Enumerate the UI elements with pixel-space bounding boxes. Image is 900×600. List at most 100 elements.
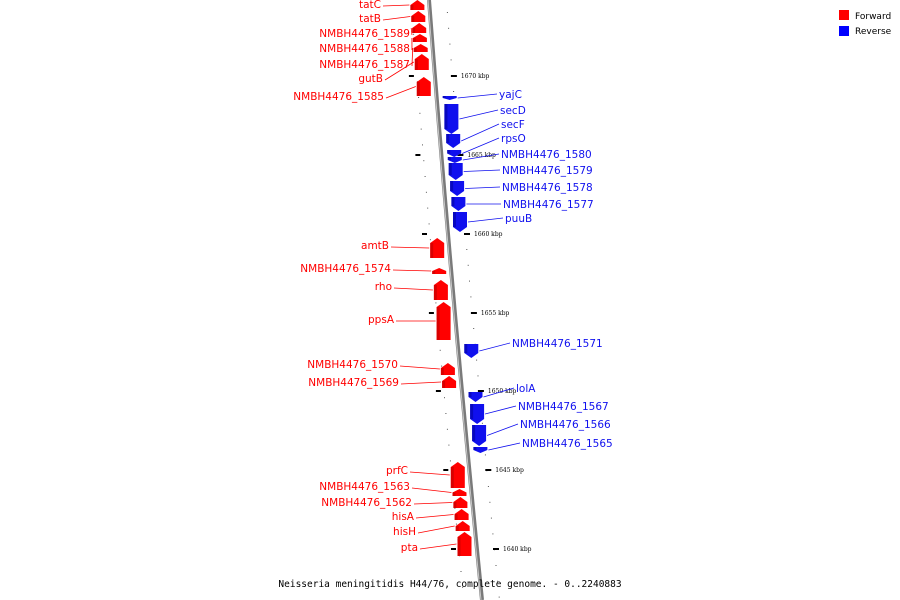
gene-puub[interactable]: puuB bbox=[453, 212, 532, 232]
gene-shape-nmbh4476-1563 bbox=[452, 489, 467, 496]
gene-nmbh4476-1588[interactable]: NMBH4476_1588 bbox=[319, 34, 427, 55]
gene-shade-nmbh4476-1588 bbox=[412, 38, 416, 42]
gene-shade-rpso bbox=[447, 150, 451, 154]
gene-leader-nmbh4476-1566 bbox=[486, 423, 519, 436]
gene-shade-nmbh4476-1571 bbox=[464, 344, 468, 353]
gene-shade-prfc bbox=[450, 467, 454, 488]
gene-nmbh4476-1562[interactable]: NMBH4476_1562 bbox=[321, 497, 468, 509]
gene-yajc[interactable]: yajC bbox=[442, 89, 522, 101]
kbp-label-1640-kbp: 1640 kbp bbox=[503, 546, 532, 553]
gene-label-pta: pta bbox=[401, 542, 418, 554]
gene-nmbh4476-1585[interactable]: NMBH4476_1585 bbox=[293, 77, 431, 103]
kbp-label-1665-kbp: 1665 kbp bbox=[467, 152, 496, 159]
genome-caption: Neisseria meningitidis H44/76, complete … bbox=[278, 579, 621, 590]
gene-nmbh4476-1579[interactable]: NMBH4476_1579 bbox=[448, 163, 593, 180]
gene-hish[interactable]: hisH bbox=[393, 521, 470, 538]
gene-shape-nmbh4476-1588 bbox=[412, 34, 427, 42]
gene-shape-tatc bbox=[410, 0, 425, 10]
gene-shape-nmbh4476-1579 bbox=[448, 163, 463, 180]
gene-label-nmbh4476-1566: NMBH4476_1566 bbox=[520, 419, 611, 431]
gene-leader-gutb bbox=[384, 61, 415, 81]
gene-shade-pta bbox=[457, 537, 461, 556]
gene-hisa[interactable]: hisA bbox=[392, 509, 469, 523]
gene-nmbh4476-1580[interactable]: NMBH4476_1580 bbox=[447, 149, 592, 163]
gene-shade-nmbh4476-1567 bbox=[470, 404, 474, 419]
gene-leader-nmbh4476-1589 bbox=[410, 27, 413, 36]
gene-label-nmbh4476-1574: NMBH4476_1574 bbox=[300, 263, 391, 275]
gene-shade-hish bbox=[455, 526, 459, 531]
gene-lola[interactable]: lolA bbox=[468, 383, 537, 402]
gene-nmbh4476-1587[interactable]: NMBH4476_1587 bbox=[319, 44, 428, 71]
gene-label-nmbh4476-1569: NMBH4476_1569 bbox=[308, 377, 399, 389]
gene-shade-amtb bbox=[430, 243, 434, 258]
gene-nmbh4476-1570[interactable]: NMBH4476_1570 bbox=[307, 359, 455, 375]
gene-shape-hisa bbox=[454, 509, 469, 520]
gene-nmbh4476-1574[interactable]: NMBH4476_1574 bbox=[300, 263, 447, 275]
gene-gutb[interactable]: gutB bbox=[358, 54, 429, 85]
gene-pta[interactable]: pta bbox=[401, 532, 472, 556]
gene-shape-nmbh4476-1577 bbox=[451, 197, 466, 211]
gene-label-nmbh4476-1571: NMBH4476_1571 bbox=[512, 338, 603, 350]
gene-nmbh4476-1577[interactable]: NMBH4476_1577 bbox=[451, 197, 594, 211]
gene-shape-rpso bbox=[447, 150, 462, 157]
gene-shape-nmbh4476-1570 bbox=[440, 363, 455, 375]
gene-tatb[interactable]: tatB bbox=[359, 11, 426, 25]
gene-label-nmbh4476-1585: NMBH4476_1585 bbox=[293, 91, 384, 103]
gene-label-nmbh4476-1567: NMBH4476_1567 bbox=[518, 401, 609, 413]
gene-shape-tatb bbox=[411, 11, 426, 22]
gene-secf[interactable]: secF bbox=[446, 119, 525, 148]
gene-nmbh4476-1569[interactable]: NMBH4476_1569 bbox=[308, 376, 457, 389]
gene-shade-nmbh4476-1566 bbox=[472, 425, 476, 441]
gene-shape-nmbh4476-1580 bbox=[447, 157, 462, 163]
gene-label-tatc: tatC bbox=[359, 0, 381, 11]
gene-shade-nmbh4476-1587 bbox=[413, 48, 417, 52]
gene-shape-prfc bbox=[450, 462, 465, 488]
gene-shape-hish bbox=[455, 521, 470, 531]
gene-nmbh4476-1566[interactable]: NMBH4476_1566 bbox=[472, 419, 611, 446]
genome-backbone bbox=[427, 0, 484, 600]
gene-leader-nmbh4476-1569 bbox=[400, 381, 442, 385]
gene-label-hish: hisH bbox=[393, 526, 416, 538]
gene-label-nmbh4476-1565: NMBH4476_1565 bbox=[522, 438, 613, 450]
gene-shape-yajc bbox=[442, 96, 457, 100]
gene-leader-nmbh4476-1565 bbox=[488, 442, 521, 451]
gene-leader-pta bbox=[419, 543, 457, 550]
gene-ppsa[interactable]: ppsA bbox=[368, 302, 451, 340]
gene-label-nmbh4476-1587: NMBH4476_1587 bbox=[319, 59, 410, 71]
gene-shade-hisa bbox=[454, 514, 458, 520]
reverse-genes: yajC secD secF rpsO NMBH4476_1580 NMBH4476_15… bbox=[442, 89, 613, 453]
gene-shape-nmbh4476-1562 bbox=[453, 497, 468, 508]
gene-nmbh4476-1571[interactable]: NMBH4476_1571 bbox=[464, 338, 603, 358]
gene-tatc[interactable]: tatC bbox=[359, 0, 425, 11]
gene-rpso[interactable]: rpsO bbox=[447, 133, 526, 157]
gene-shade-lola bbox=[468, 392, 472, 397]
gene-leader-secd bbox=[459, 109, 499, 120]
gene-shade-ppsa bbox=[436, 307, 440, 340]
gene-nmbh4476-1578[interactable]: NMBH4476_1578 bbox=[450, 181, 593, 196]
gene-label-tatb: tatB bbox=[359, 13, 381, 25]
gene-rho[interactable]: rho bbox=[375, 280, 448, 300]
gene-shape-amtb bbox=[430, 238, 445, 258]
gene-amtb[interactable]: amtB bbox=[361, 238, 445, 258]
gene-shade-nmbh4476-1577 bbox=[451, 197, 455, 206]
gene-leader-nmbh4476-1579 bbox=[463, 169, 501, 172]
gene-nmbh4476-1563[interactable]: NMBH4476_1563 bbox=[319, 481, 467, 496]
gene-shade-tatc bbox=[410, 5, 414, 10]
gene-shape-nmbh4476-1566 bbox=[472, 425, 487, 446]
gene-label-nmbh4476-1589: NMBH4476_1589 bbox=[319, 28, 410, 40]
gene-nmbh4476-1589[interactable]: NMBH4476_1589 bbox=[319, 23, 427, 40]
gene-prfc[interactable]: prfC bbox=[386, 462, 465, 488]
gene-shape-gutb bbox=[414, 54, 429, 70]
legend-label-reverse: Reverse bbox=[855, 27, 892, 37]
gene-shape-rho bbox=[433, 280, 448, 300]
gene-label-secd: secD bbox=[500, 105, 526, 117]
gene-leader-nmbh4476-1570 bbox=[399, 365, 440, 370]
gene-leader-lola bbox=[483, 387, 515, 398]
gene-leader-nmbh4476-1567 bbox=[484, 405, 517, 415]
gene-leader-tatb bbox=[382, 16, 411, 21]
gene-nmbh4476-1567[interactable]: NMBH4476_1567 bbox=[470, 401, 609, 424]
gene-shade-nmbh4476-1578 bbox=[450, 181, 454, 191]
gene-nmbh4476-1565[interactable]: NMBH4476_1565 bbox=[473, 438, 613, 453]
gene-secd[interactable]: secD bbox=[444, 104, 526, 134]
